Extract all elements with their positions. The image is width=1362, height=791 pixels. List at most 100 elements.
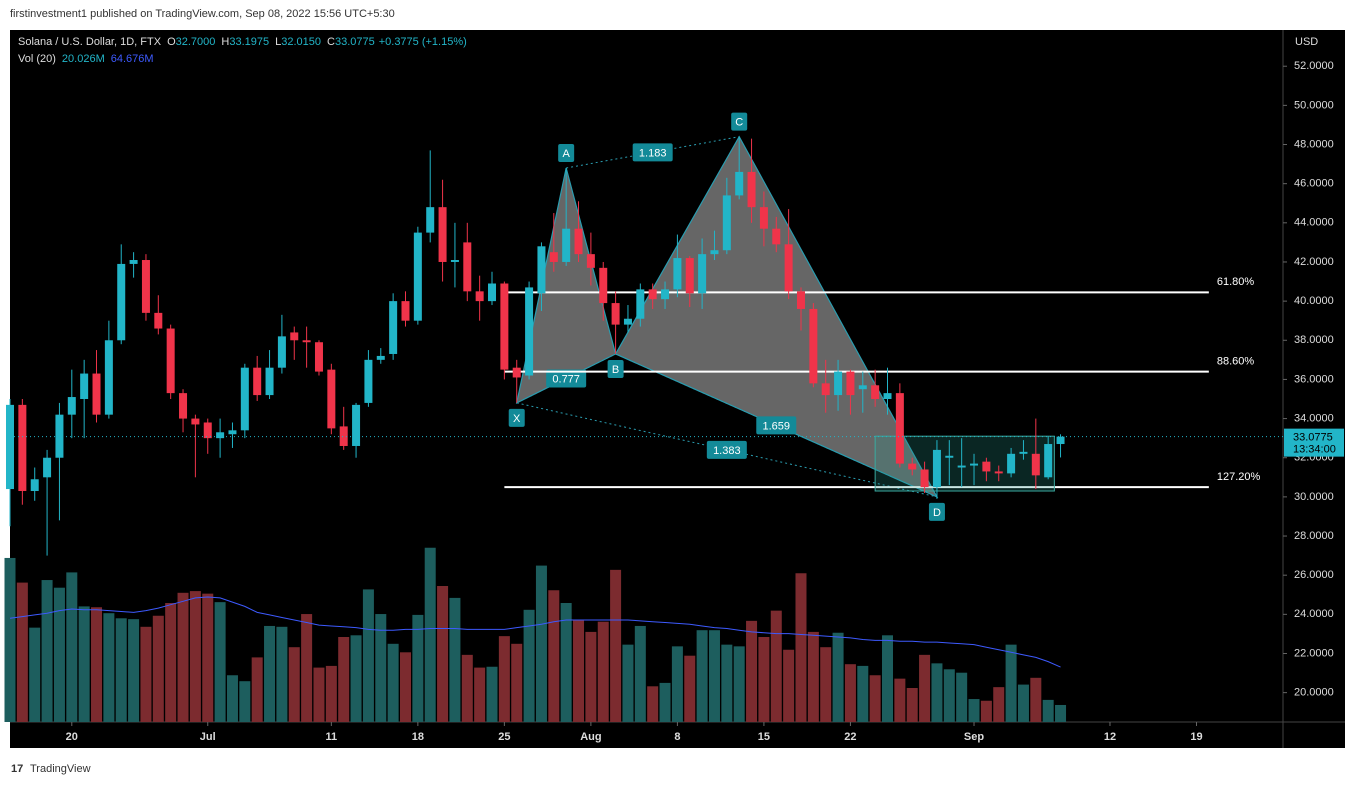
x-tick-label: 20 [66,731,78,743]
candle-body [43,457,52,478]
y-tick-label: 40.0000 [1294,295,1334,307]
volume-bar [399,652,411,722]
volume-bar [659,682,671,722]
vol-label: Vol (20) [18,53,56,65]
candle-body [759,207,768,229]
candle-body [166,328,175,394]
candle-body [945,455,954,458]
legend-title: Solana / U.S. Dollar, 1D, FTX O32.7000 H33… [18,36,467,48]
volume-bar [820,647,832,722]
chart-bg [10,30,1345,748]
candle-body [104,340,113,415]
change: +0.3775 (+1.15%) [379,36,467,48]
x-tick-label: Jul [200,731,216,743]
ratio-box [706,440,747,459]
candle-body [772,228,781,245]
range-box [874,435,1055,492]
candle-body [883,393,892,400]
volume-bar [226,675,238,722]
ohlc-label: C [327,36,335,48]
candle-body [994,471,1003,474]
volume-bar [189,591,201,722]
volume-legend: Vol (20) 20.026M 64.676M [18,53,154,65]
candle-body [586,254,595,268]
volume-bar [1030,677,1042,722]
candle-body [376,355,385,360]
candle-body [648,289,657,300]
candle-body [253,367,262,396]
candle-body [488,283,497,302]
candle-body [846,371,855,396]
x-tick-label: 11 [326,731,338,743]
ratio-label: 0.777 [552,373,580,385]
candle-body [549,252,558,262]
volume-bar [239,681,251,722]
volume-bar [16,582,28,722]
candle-body [327,369,336,429]
volume-bar [708,630,720,722]
x-tick-label: Aug [580,731,601,743]
volume-bar [783,649,795,722]
volume-bar [1042,699,1054,722]
volume-bar [103,613,115,722]
candle-body [908,463,917,470]
candle-body [290,332,299,341]
y-tick-label: 22.0000 [1294,647,1334,659]
candle-body [957,465,966,468]
volume-bar [721,644,733,722]
candle-body [92,373,101,415]
candle-body [920,469,929,488]
candle-body [525,287,534,376]
y-tick-label: 24.0000 [1294,608,1334,620]
volume-bar [66,572,78,722]
candle-body [277,336,286,368]
candle-body [240,367,249,431]
candle-body [871,385,880,400]
volume-ma [9,596,1061,668]
point-box [607,359,624,378]
ratio-box [546,369,587,388]
volume-bar [362,589,374,722]
point-label: A [562,148,570,160]
countdown-label: 13:34:00 [1293,444,1336,456]
volume-bar [894,678,906,722]
publisher: firstinvestment1 published on TradingVie… [10,8,395,20]
volume-bar [412,614,424,722]
candle-body [1056,436,1065,445]
candle-body [970,463,979,466]
candle-body [599,267,608,304]
ratio-line [566,136,740,169]
candle-body [117,263,126,341]
ratio-box [632,143,673,162]
candle-body [314,342,323,372]
candle-body [685,258,694,294]
candle-body [475,291,484,302]
volume-bar [387,643,399,722]
y-tick-label: 50.0000 [1294,99,1334,111]
volume-bar [733,646,745,722]
volume-bar [795,573,807,722]
candle-body [141,260,150,313]
candle-body [450,260,459,262]
candle-body [413,232,422,321]
volume-bar [350,635,362,722]
candle-body [55,414,64,458]
candle-body [512,367,521,378]
candle-body [30,479,39,492]
volume-bar [980,700,992,722]
volume-bar [511,643,523,722]
volume-bar [4,557,16,722]
candle-body [1044,444,1053,478]
candle-body [18,404,27,492]
volume-bar [91,607,103,722]
candle-body [216,432,225,439]
candle-body [364,359,373,403]
ohlc-label: O [167,36,176,48]
candle-body [302,340,311,343]
candle-body [636,289,645,319]
candle-body [339,426,348,446]
candle-body [537,246,546,294]
candle-body [710,250,719,255]
volume-bar [1005,644,1017,722]
